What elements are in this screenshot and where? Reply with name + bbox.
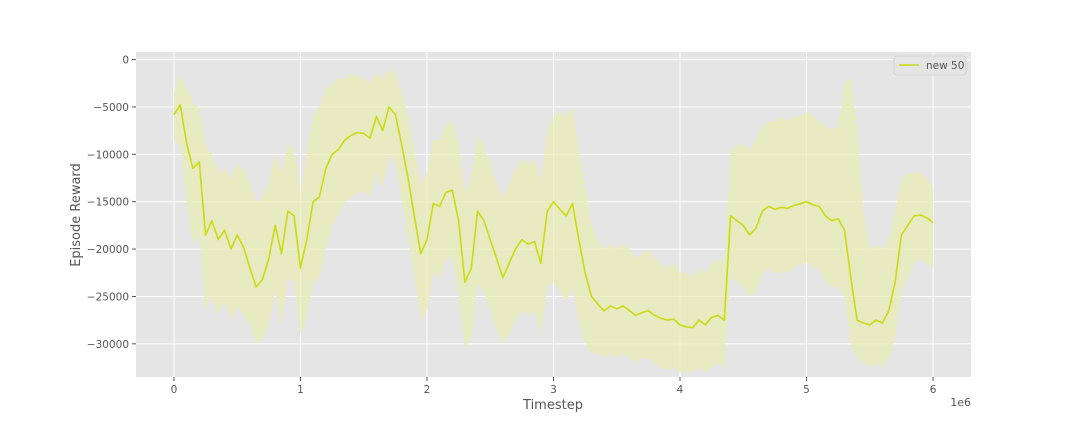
- legend-box: [893, 55, 967, 76]
- x-tick-label: 3: [550, 384, 557, 396]
- x-tick-label: 0: [171, 384, 178, 396]
- x-tick-label: 5: [803, 384, 810, 396]
- x-ticks: 0 1 2 3 4 5 6: [171, 377, 937, 396]
- x-tick-label: 4: [677, 384, 684, 396]
- x-tick-label: 2: [424, 384, 431, 396]
- x-tick-label: 1: [297, 384, 304, 396]
- series-line: [173, 104, 934, 329]
- y-axis-label: Episode Reward: [69, 163, 84, 267]
- x-axis-label: Timestep: [522, 398, 583, 413]
- y-tick-label: −5000: [93, 102, 129, 114]
- y-tick-label: −15000: [87, 197, 129, 209]
- y-tick-label: −30000: [87, 339, 129, 351]
- x-tick-label: 6: [930, 384, 937, 396]
- line-layer: [173, 104, 934, 329]
- band-layer: [174, 69, 933, 373]
- x-offset-label: 1e6: [950, 396, 971, 409]
- legend-label: new 50: [926, 60, 964, 72]
- legend: new 50: [893, 55, 967, 76]
- y-tick-label: −10000: [87, 149, 129, 161]
- series-band: [174, 69, 933, 373]
- y-tick-label: 0: [122, 55, 129, 67]
- y-tick-label: −20000: [87, 244, 129, 256]
- y-ticks: 0 −5000 −10000 −15000 −20000 −25000 −30000: [87, 55, 136, 351]
- y-tick-label: −25000: [87, 291, 129, 303]
